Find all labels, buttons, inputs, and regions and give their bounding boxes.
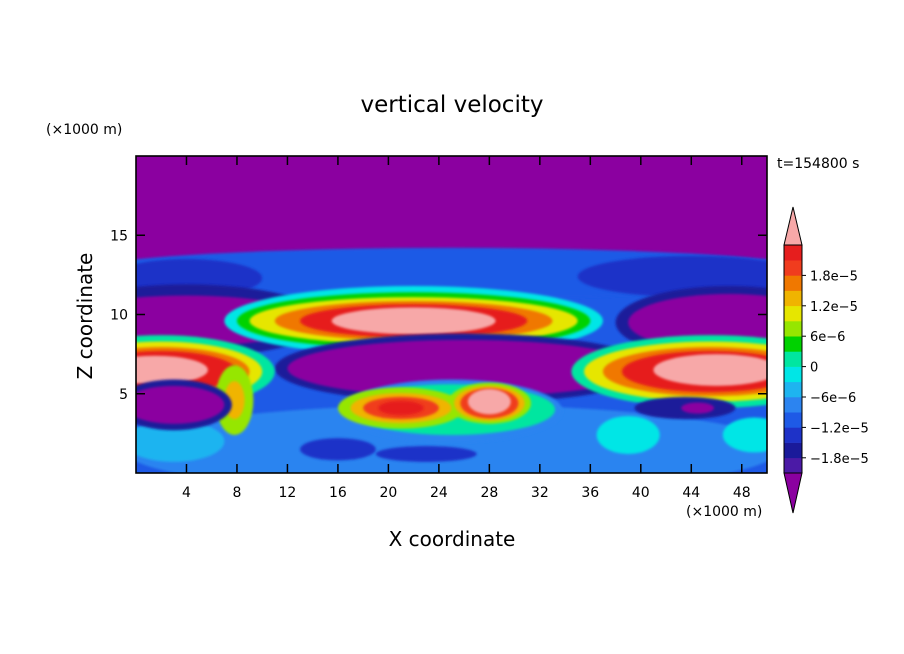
- colorbar-tick-label: 1.8e−5: [810, 269, 858, 284]
- contour-region: [653, 354, 767, 386]
- contour-region: [681, 402, 714, 414]
- colorbar-tick-label: 1.2e−5: [810, 300, 858, 315]
- colorbar-tick-label: 0: [810, 361, 818, 376]
- contour-region: [596, 415, 660, 454]
- colorbar-band: [784, 397, 802, 413]
- x-unit-label: (×1000 m): [686, 504, 762, 520]
- y-unit-label: (×1000 m): [46, 122, 122, 138]
- x-tick-label: 20: [379, 485, 397, 501]
- contour-region: [300, 438, 376, 461]
- x-tick-label: 44: [682, 485, 700, 501]
- colorbar-band: [784, 336, 802, 352]
- chart-title: vertical velocity: [361, 92, 544, 118]
- x-tick-label: 28: [480, 485, 498, 501]
- colorbar-tick-label: −1.8e−5: [810, 452, 869, 467]
- x-axis: 4 8 12 16 20 24 28 32 36 40 44 48: [182, 156, 751, 501]
- x-tick-label: 48: [733, 485, 751, 501]
- x-tick-label: 12: [279, 485, 297, 501]
- colorbar-band: [784, 290, 802, 307]
- x-tick-label: 24: [430, 485, 448, 501]
- colorbar-band: [784, 260, 802, 276]
- contour-region: [136, 420, 225, 462]
- colorbar-band: [784, 457, 802, 474]
- colorbar-band: [784, 427, 802, 443]
- contour-region: [331, 307, 496, 335]
- contour-region: [287, 339, 641, 397]
- contour-region: [375, 446, 477, 462]
- colorbar-band: [784, 305, 802, 322]
- contour-region: [467, 388, 511, 415]
- x-axis-label: X coordinate: [389, 527, 516, 551]
- colorbar-band: [784, 321, 802, 337]
- contour-region: [136, 355, 208, 385]
- x-tick-label: 32: [531, 485, 549, 501]
- colorbar-band: [784, 381, 802, 398]
- colorbar-band: [784, 245, 802, 261]
- y-tick-label: 15: [110, 228, 128, 244]
- colorbar-tick-label: −1.2e−5: [810, 421, 869, 436]
- contour-region: [378, 400, 424, 416]
- y-axis-label: Z coordinate: [73, 253, 97, 380]
- colorbar: 1.8e−5 1.2e−5 6e−6 0 −6e−6 −1.2e−5 −1.8e−5: [783, 206, 869, 514]
- y-tick-label: 5: [119, 387, 128, 403]
- colorbar-band: [784, 412, 802, 428]
- colorbar-frame: [783, 244, 803, 474]
- contour-region: [722, 417, 767, 453]
- x-tick-label: 40: [632, 485, 650, 501]
- x-tick-label: 4: [182, 485, 191, 501]
- contour-region: [136, 385, 225, 424]
- colorbar-band: [784, 366, 802, 383]
- x-tick-label: 16: [329, 485, 347, 501]
- colorbar-tick-label: −6e−6: [810, 391, 856, 406]
- colorbar-band: [784, 275, 802, 291]
- time-label: t=154800 s: [777, 156, 859, 172]
- colorbar-band: [784, 351, 802, 367]
- colorbar-tick-label: 6e−6: [810, 330, 845, 345]
- y-tick-label: 10: [110, 308, 128, 324]
- y-axis: 5 10 15: [110, 228, 767, 403]
- contour-field: [136, 156, 767, 473]
- colorbar-band: [784, 442, 802, 459]
- colorbar-extend-high: [783, 206, 803, 246]
- x-tick-label: 36: [581, 485, 599, 501]
- colorbar-extend-low: [783, 472, 803, 514]
- x-tick-label: 8: [232, 485, 241, 501]
